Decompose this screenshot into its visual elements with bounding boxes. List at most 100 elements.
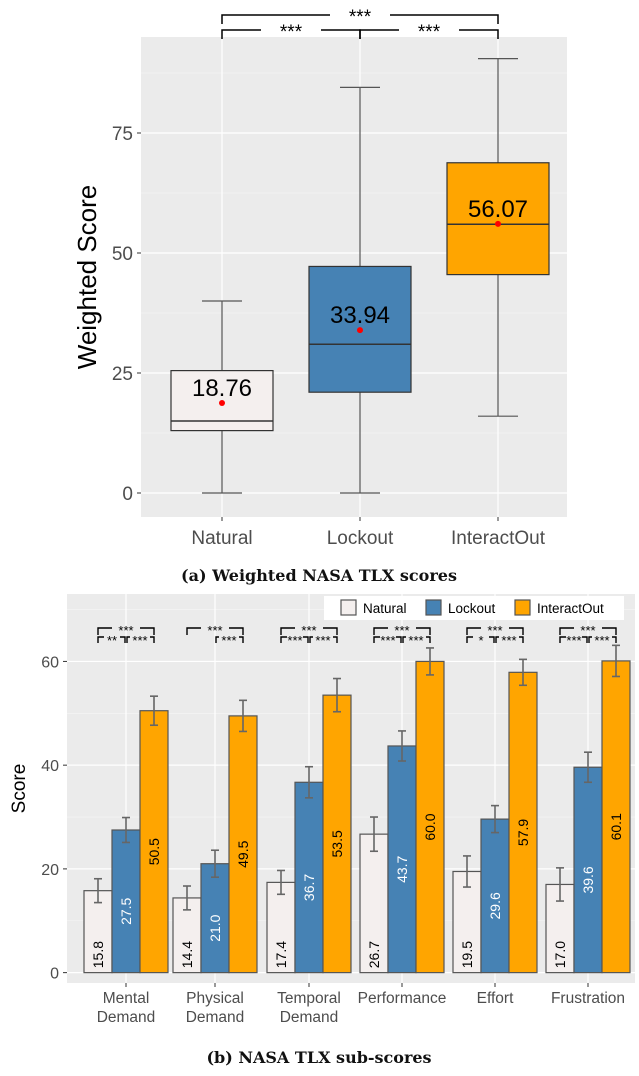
caption-a: (a) Weighted NASA TLX scores — [181, 566, 457, 585]
x-tick-label: Demand — [186, 1009, 245, 1026]
significance-bracket — [280, 627, 295, 635]
significance-bracket — [416, 627, 431, 635]
data-label: 14.4 — [179, 941, 195, 968]
data-label: 27.5 — [118, 897, 134, 924]
legend-swatch — [514, 599, 531, 616]
significance-label: *** — [287, 633, 302, 648]
y-tick-label: 75 — [112, 124, 133, 145]
significance-bracket — [150, 636, 155, 643]
significance-label: *** — [280, 22, 303, 43]
x-tick-label: Lockout — [327, 528, 394, 549]
legend-label: Natural — [363, 601, 407, 616]
box-interactout — [446, 162, 550, 276]
data-label: 17.4 — [273, 941, 289, 968]
bar-natural — [359, 833, 389, 974]
data-label: 60.0 — [422, 813, 438, 840]
significance-bracket — [390, 14, 499, 24]
significance-bracket — [459, 29, 499, 39]
bar-lockout — [480, 818, 510, 974]
significance-bracket — [509, 627, 524, 635]
significance-bracket — [466, 636, 473, 643]
legend-label: InteractOut — [537, 601, 604, 616]
mean-label: 56.07 — [468, 196, 528, 223]
significance-label: *** — [408, 633, 423, 648]
significance-bracket — [309, 636, 313, 643]
y-tick-label: 40 — [41, 758, 59, 775]
x-tick-label: Effort — [477, 990, 514, 1007]
significance-bracket — [495, 636, 499, 643]
significance-label: *** — [349, 7, 372, 28]
significance-label: *** — [580, 623, 595, 638]
legend-swatch — [425, 599, 442, 616]
y-tick-label: 60 — [41, 654, 59, 671]
significance-label: *** — [221, 633, 236, 648]
x-tick-label: Performance — [358, 990, 447, 1007]
data-label: 26.7 — [366, 941, 382, 968]
significance-bracket — [140, 627, 155, 635]
significance-label: *** — [394, 623, 409, 638]
y-tick-label: 50 — [112, 244, 133, 265]
x-tick-label: Temporal — [277, 990, 341, 1007]
data-label: 17.0 — [552, 941, 568, 968]
bar-interactout — [139, 710, 169, 974]
significance-bracket — [359, 29, 399, 39]
y-axis-label: Score — [9, 764, 30, 814]
mean-label: 33.94 — [330, 302, 390, 329]
y-tick-label: 0 — [122, 484, 133, 505]
bar-interactout — [415, 660, 445, 974]
y-tick-label: 20 — [41, 862, 59, 879]
significance-label: *** — [301, 623, 316, 638]
significance-bracket — [280, 636, 287, 643]
y-axis-label: Weighted Score — [72, 185, 102, 370]
significance-label: *** — [118, 623, 133, 638]
significance-bracket — [582, 636, 588, 643]
mean-point — [357, 327, 363, 334]
data-label: 60.1 — [608, 813, 624, 840]
significance-bracket — [373, 636, 380, 643]
significance-label: * — [478, 633, 483, 648]
legend-swatch — [340, 599, 357, 616]
data-label: 49.5 — [235, 840, 251, 867]
legend: Natural Lockout InteractOut — [324, 596, 624, 620]
significance-bracket — [126, 636, 130, 643]
significance-bracket — [239, 636, 244, 643]
mean-point — [219, 399, 225, 406]
bar-interactout — [322, 694, 352, 974]
significance-bracket — [221, 14, 330, 24]
data-label: 19.5 — [459, 941, 475, 968]
significance-bracket — [186, 627, 201, 635]
data-label: 39.6 — [580, 866, 596, 893]
y-tick-label: 25 — [112, 364, 133, 385]
x-tick-label: Demand — [280, 1009, 339, 1026]
significance-bracket — [588, 636, 592, 643]
significance-label: *** — [418, 22, 441, 43]
significance-bracket — [466, 627, 481, 635]
significance-bracket — [333, 636, 338, 643]
significance-label: ** — [107, 633, 117, 648]
significance-label: *** — [207, 623, 222, 638]
significance-bracket — [303, 636, 309, 643]
legend-box — [324, 596, 624, 620]
data-label: 57.9 — [515, 819, 531, 846]
significance-bracket — [426, 636, 431, 643]
x-tick-label: Demand — [97, 1009, 156, 1026]
caption-b: (b) NASA TLX sub-scores — [206, 1048, 431, 1067]
mean-point — [495, 220, 501, 227]
data-label: 36.7 — [301, 874, 317, 901]
data-label: 15.8 — [90, 941, 106, 968]
data-label: 21.0 — [207, 914, 223, 941]
data-label: 53.5 — [329, 830, 345, 857]
significance-bracket — [97, 627, 112, 635]
significance-bracket — [396, 636, 402, 643]
box-plot-weighted: 0 25 50 75 18.76 Natural 33.94 Lockout 56.07 Inte… — [72, 7, 567, 585]
bar-lockout — [573, 766, 603, 974]
y-tick-label: 0 — [50, 966, 59, 983]
x-tick-label: Natural — [191, 528, 252, 549]
significance-label: *** — [501, 633, 516, 648]
significance-label: *** — [380, 633, 395, 648]
significance-bracket — [489, 636, 495, 643]
significance-label: *** — [594, 633, 609, 648]
significance-label: *** — [566, 633, 581, 648]
